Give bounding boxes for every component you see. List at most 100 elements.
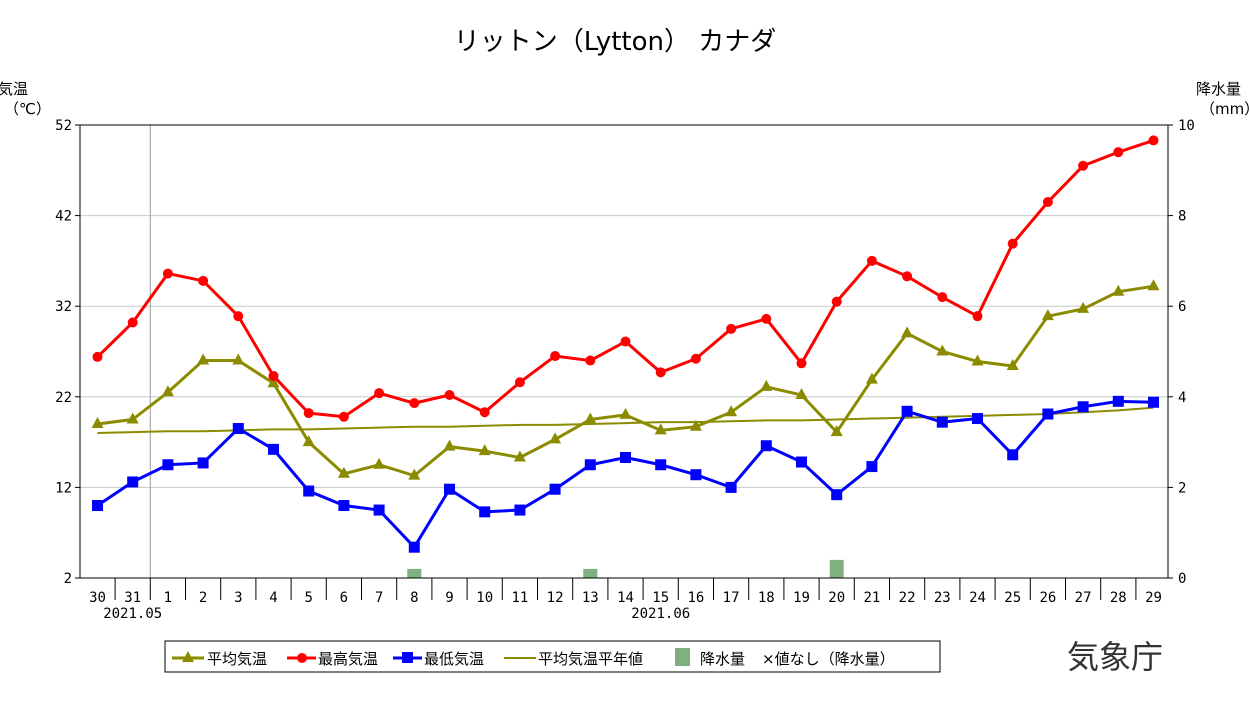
legend-label-no-value: ×値なし（降水量） — [762, 650, 895, 668]
x-tick-label: 25 — [1004, 590, 1021, 606]
avg-temp-point — [197, 353, 210, 365]
max-temp-point — [972, 311, 983, 322]
max-temp-point — [92, 351, 103, 362]
x-tick-label: 28 — [1110, 590, 1127, 606]
max-temp-point — [338, 411, 349, 422]
x-tick-label: 9 — [445, 590, 453, 606]
max-temp-point — [233, 311, 244, 322]
min-temp-point — [338, 500, 350, 512]
max-temp-point — [479, 407, 490, 418]
min-temp-point — [690, 469, 702, 481]
max-temp-point — [268, 370, 279, 381]
avg-temp-point — [91, 416, 104, 428]
min-temp-point — [197, 457, 209, 469]
x-tick-label: 30 — [89, 590, 106, 606]
legend-item-avg-temp: 平均気温 — [172, 650, 267, 668]
y-right-tick-label: 8 — [1178, 209, 1186, 225]
legend-label-normal-temp: 平均気温平年値 — [538, 650, 643, 668]
avg-temp-point — [619, 407, 632, 419]
x-tick-label: 31 — [124, 590, 141, 606]
min-temp-point — [655, 459, 667, 471]
precipitation-bar — [583, 568, 598, 578]
x-tick-label: 4 — [269, 590, 277, 606]
avg-temp-point — [161, 385, 174, 397]
max-temp-point — [620, 336, 631, 347]
min-temp-point — [831, 489, 843, 501]
y-right-tick-label: 2 — [1178, 480, 1186, 496]
min-temp-point — [901, 405, 913, 417]
avg-temp-point — [513, 450, 526, 462]
x-tick-label: 11 — [511, 590, 528, 606]
x-tick-label: 1 — [164, 590, 172, 606]
legend-label-avg-temp: 平均気温 — [207, 650, 267, 668]
x-tick-label: 5 — [304, 590, 312, 606]
avg-temp-point — [1147, 279, 1160, 291]
avg-temp-point — [302, 435, 315, 447]
y-right-label-line1: 降水量 — [1196, 80, 1241, 98]
min-temp-point — [514, 504, 526, 516]
avg-temp-point — [830, 425, 843, 437]
min-temp-point — [760, 440, 772, 452]
y-left-tick-label: 32 — [55, 299, 72, 315]
y-right-tick-label: 4 — [1178, 390, 1186, 406]
avg-temp-point — [725, 405, 738, 417]
y-right-tick-label: 0 — [1178, 571, 1186, 587]
x-tick-label: 18 — [758, 590, 775, 606]
max-temp-point — [690, 353, 701, 364]
max-temp-point — [127, 317, 138, 328]
avg-temp-point — [549, 432, 562, 444]
avg-temp-point — [865, 372, 878, 384]
avg-temp-point — [760, 379, 773, 391]
y-left-label-line1: 気温 — [0, 80, 28, 98]
x-month-label: 2021.05 — [103, 606, 162, 622]
min-temp-point — [92, 500, 103, 512]
max-temp-point — [550, 351, 561, 362]
avg-temp-point — [478, 444, 491, 456]
chart-title: リットン（Lytton） カナダ — [454, 27, 777, 57]
series-line-1 — [96, 138, 1154, 419]
series-lines — [91, 135, 1160, 553]
max-temp-point — [726, 323, 737, 334]
x-tick-label: 6 — [340, 590, 348, 606]
min-temp-point — [232, 423, 244, 435]
max-temp-point — [1148, 135, 1159, 146]
x-tick-label: 15 — [652, 590, 669, 606]
y-left-tick-label: 42 — [55, 209, 72, 225]
y-left-tick-label: 12 — [55, 480, 72, 496]
avg-temp-point — [337, 466, 350, 478]
x-tick-label: 7 — [375, 590, 383, 606]
avg-temp-point — [1077, 301, 1090, 313]
avg-temp-point — [126, 412, 139, 424]
avg-temp-point — [795, 387, 808, 399]
legend-item-max-temp: 最高気温 — [287, 650, 378, 668]
min-temp-point — [972, 413, 983, 425]
min-temp-point — [444, 483, 455, 495]
min-temp-point — [549, 483, 561, 495]
avg-temp-point — [584, 412, 597, 424]
x-tick-label: 16 — [687, 590, 704, 606]
max-temp-point — [902, 271, 913, 282]
max-temp-point — [655, 367, 666, 378]
max-temp-point — [761, 313, 772, 324]
max-temp-point — [1007, 238, 1018, 249]
y-right-label-line2: （mm） — [1200, 100, 1250, 118]
min-temp-point — [620, 452, 631, 464]
x-tick-label: 12 — [547, 590, 564, 606]
legend-label-max-temp: 最高気温 — [318, 650, 378, 668]
min-temp-point — [127, 476, 139, 488]
max-temp-point — [1113, 147, 1124, 158]
avg-temp-point — [1041, 309, 1054, 321]
y-left-label-line2: （℃） — [4, 100, 51, 118]
min-temp-point — [1007, 449, 1019, 461]
min-temp-point — [725, 481, 737, 493]
max-temp-point — [303, 408, 314, 419]
x-month-label: 2021.06 — [631, 606, 690, 622]
precipitation-bar — [829, 559, 844, 578]
x-tick-label: 26 — [1039, 590, 1056, 606]
avg-temp-point — [689, 419, 702, 431]
x-tick-label: 27 — [1075, 590, 1092, 606]
precipitation-bars — [407, 559, 844, 578]
plot-area-frame — [79, 124, 1169, 579]
